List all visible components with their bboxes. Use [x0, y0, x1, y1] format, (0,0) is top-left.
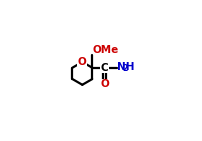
Text: 2: 2 [122, 64, 127, 73]
Text: NH: NH [117, 62, 134, 72]
Text: OMe: OMe [92, 45, 118, 55]
Text: C: C [100, 63, 108, 73]
Text: O: O [100, 79, 108, 89]
Text: O: O [78, 57, 86, 67]
